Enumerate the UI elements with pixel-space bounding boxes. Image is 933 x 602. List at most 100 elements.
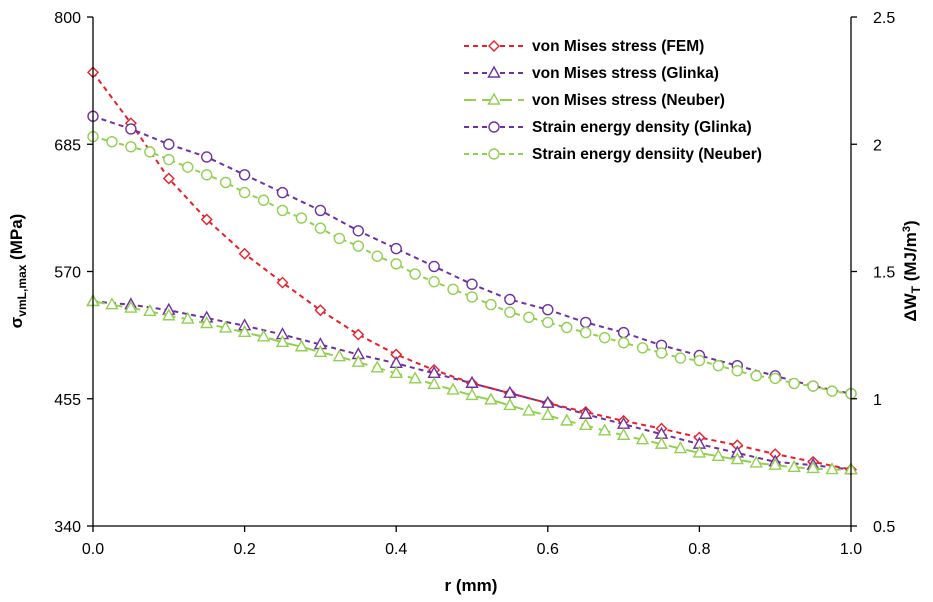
y-left-tick-label: 455 [54,392,81,409]
data-point [181,311,195,324]
series-line [92,135,852,395]
data-point [806,461,820,474]
data-point [466,278,478,290]
data-point [218,320,233,333]
legend-label: von Mises stress (FEM) [532,38,704,55]
data-point [124,300,138,313]
data-point [598,331,611,344]
data-point [580,326,592,339]
data-point [579,417,593,431]
data-point [504,293,516,306]
data-point [750,370,762,382]
data-point [389,365,403,378]
data-point [276,186,289,199]
data-point [200,213,213,226]
data-point [352,240,364,252]
plot-background [93,17,851,526]
data-point [428,275,440,288]
data-point [636,342,649,354]
data-point [654,436,669,449]
plot-area [93,17,851,526]
data-point [825,462,839,475]
data-point [162,172,175,185]
y-right-tick-label: 0.5 [873,519,895,536]
data-point [257,194,270,206]
axes-layer: 0.0 0.2 0.4 0.6 0.8 1.0 340 455 570 685 800 0.5 1 1.5… [54,10,895,558]
y-right-tick-label: 2 [873,137,882,154]
series-line [92,71,852,471]
data-point [313,344,328,357]
data-point [333,232,346,245]
legend-swatch-marker [488,148,500,160]
legend-item: von Mises stress (FEM) [464,38,704,55]
data-point [125,123,137,135]
data-point [144,146,156,158]
y-right-title-sub: T [909,285,923,293]
data-point [447,283,459,296]
y-right-tick-label: 1.5 [873,265,895,282]
data-point [465,375,479,388]
data-point [541,407,555,421]
data-point [673,441,688,454]
data-point [351,354,365,367]
y-left-title-main: σ [7,316,26,328]
data-point [200,316,214,329]
data-point [597,423,612,436]
data-point [390,258,402,270]
data-point [580,316,592,329]
x-axis-title: r (mm) [445,576,498,595]
x-tick-label: 0.0 [82,541,104,558]
data-point [332,349,347,362]
y-left-tick-label: 340 [54,519,81,536]
data-point [635,432,650,445]
legend-swatch-marker [488,121,500,133]
data-point [712,359,725,372]
data-point [787,459,801,473]
data-point [446,382,460,395]
data-point [409,268,421,280]
data-point [617,326,630,339]
y-left-title-sub: vmL,max [15,264,29,316]
data-point [370,360,384,373]
data-point [314,304,327,317]
legend: von Mises stress (FEM) von Mises stress (… [464,38,762,163]
data-point [541,395,555,408]
data-point [276,204,289,217]
data-point [182,161,194,173]
series-line [92,300,851,471]
data-point [711,448,726,461]
x-tick-label: 1.0 [840,541,862,558]
data-point [163,153,175,166]
series-3 [86,293,858,475]
y-axis-left-title: σvmL,max (MPa) [7,214,29,329]
data-point [730,452,744,465]
data-point [106,136,118,148]
y-left-tick-label: 800 [54,10,81,27]
data-point [163,138,175,150]
legend-swatch-marker [487,65,501,78]
data-point [427,376,441,390]
data-point [200,169,213,181]
data-point [503,397,517,411]
legend-swatch-marker [487,92,501,105]
x-tick-label: 0.4 [385,541,407,558]
data-point [466,291,478,303]
series-layer [86,66,858,476]
legend-item: von Mises stress (Neuber) [464,92,725,109]
y-right-title-unit-post: ) [901,220,920,226]
y-right-tick-label: 1 [873,392,882,409]
legend-label: Strain energy density (Glinka) [532,119,752,136]
data-point [655,347,668,359]
y-right-title-sup: 3 [901,226,913,232]
legend-swatch-marker [488,40,500,52]
data-point [503,385,517,398]
data-point [522,403,536,416]
data-point [504,306,516,318]
data-point [826,385,838,397]
legend-item: Strain energy density (Glinka) [464,119,752,136]
data-point [693,354,706,367]
legend-label: von Mises stress (Neuber) [532,92,725,109]
y-axis-right-title: ΔWT (MJ/m3) [901,220,923,321]
data-point [769,372,781,385]
data-point [238,169,251,181]
